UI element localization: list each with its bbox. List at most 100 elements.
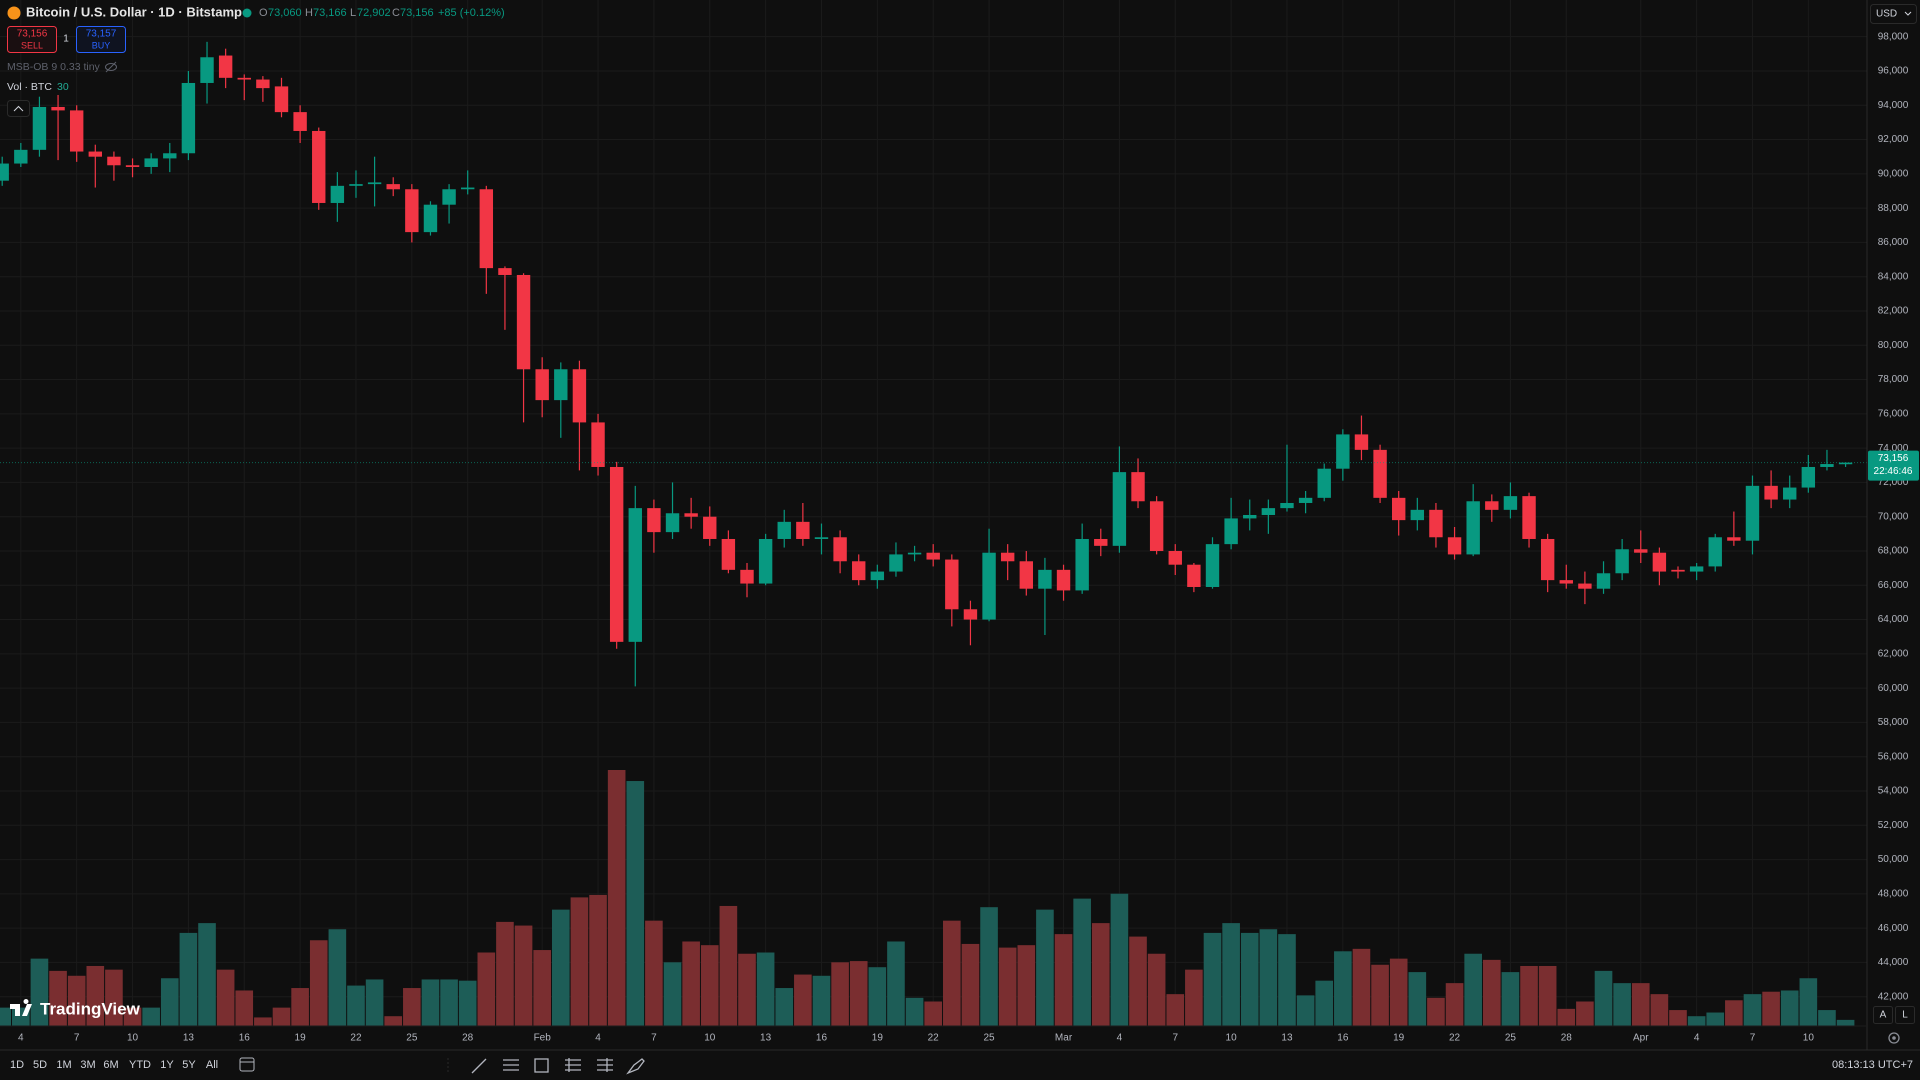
x-tick-label: 7 [1750, 1033, 1756, 1044]
rectangle-tool[interactable] [534, 1058, 549, 1073]
y-tick-label: 80,000 [1878, 340, 1909, 351]
range-button[interactable]: 3M [80, 1059, 95, 1071]
collapse-button[interactable] [7, 100, 30, 117]
x-tick-label: 19 [1393, 1033, 1405, 1044]
indicator-value: 30 [57, 81, 69, 93]
candle-body [1392, 497, 1406, 521]
volume-bar [365, 979, 384, 1026]
candle-body [1559, 580, 1573, 584]
x-tick-label: Mar [1055, 1033, 1073, 1044]
volume-bar [533, 950, 551, 1026]
volume-bar [626, 781, 645, 1026]
range-button[interactable]: 1Y [160, 1059, 174, 1071]
ohlc-value: 72,902 [357, 7, 391, 19]
volume-bar [1147, 953, 1166, 1026]
candle-body [1671, 569, 1685, 572]
candle-body [1634, 549, 1648, 553]
y-tick-label: 58,000 [1878, 717, 1909, 728]
gear-center [1892, 1036, 1896, 1040]
visibility-toggle[interactable] [105, 61, 117, 73]
range-button[interactable]: 5Y [182, 1059, 196, 1071]
button-box [1873, 1006, 1893, 1024]
candle-body [1485, 501, 1499, 510]
candle-body [1745, 485, 1760, 541]
volume-bar [1017, 945, 1036, 1026]
x-tick-label: 4 [1694, 1033, 1700, 1044]
volume-bar [905, 997, 924, 1026]
date-range-button[interactable] [239, 1057, 255, 1072]
candle-body [926, 552, 940, 560]
x-tick-label: 4 [18, 1033, 24, 1044]
candle-body [814, 537, 829, 539]
candle-body [740, 569, 754, 584]
x-tick-label: 13 [760, 1033, 772, 1044]
x-tick-label: 4 [595, 1033, 601, 1044]
auto-scale-button[interactable]: A [1873, 1006, 1893, 1024]
sell-button[interactable]: 73,156 SELL [7, 26, 57, 53]
x-tick-label: Feb [534, 1033, 552, 1044]
channel-tool[interactable] [565, 1058, 581, 1072]
fib-tool[interactable] [503, 1059, 519, 1071]
candle-body [1373, 449, 1387, 498]
brush-tool[interactable] [626, 1058, 645, 1075]
volume-bar [1352, 948, 1371, 1026]
candle-body [870, 571, 885, 581]
candle-body [330, 185, 345, 203]
volume-bar [775, 988, 794, 1026]
volume-bar [1576, 1001, 1594, 1026]
volume-bar [551, 909, 570, 1026]
candle-body [1354, 434, 1369, 450]
currency-button[interactable]: USD [1870, 4, 1917, 24]
candle-body [907, 552, 922, 555]
volume-bar [1594, 970, 1613, 1026]
volume-bar [1036, 909, 1054, 1026]
candle-body [1820, 464, 1834, 467]
range-button[interactable]: 1M [56, 1059, 71, 1071]
candle-body [1205, 544, 1220, 587]
candle-body [852, 561, 866, 581]
drawing-tools [471, 1058, 645, 1075]
volume-bar [1296, 995, 1315, 1026]
candle-body [442, 189, 456, 205]
collapse-icon [13, 105, 24, 112]
buy-price: 73,157 [86, 29, 117, 40]
ohlc-label: H [305, 7, 313, 19]
volume-bar [1259, 929, 1278, 1026]
candle-body [349, 184, 363, 186]
y-tick-label: 92,000 [1878, 134, 1909, 145]
range-button[interactable]: All [206, 1059, 218, 1071]
candle-body [107, 156, 121, 166]
trend-line-tool[interactable] [471, 1058, 487, 1074]
candle-body [423, 204, 438, 233]
position-tool[interactable] [597, 1058, 613, 1072]
volume-bar [86, 965, 105, 1026]
candle-body [1280, 502, 1294, 509]
volume-bar [216, 969, 235, 1026]
y-tick-label: 60,000 [1878, 683, 1909, 694]
range-button[interactable]: 5D [33, 1059, 47, 1071]
volume-bar [160, 978, 179, 1026]
x-tick-label: 22 [928, 1033, 940, 1044]
x-tick-label: 7 [74, 1033, 80, 1044]
volume-bar [1445, 983, 1464, 1026]
range-button[interactable]: 1D [10, 1059, 24, 1071]
candle-body [1298, 497, 1313, 503]
candle-body [1019, 561, 1033, 589]
range-button[interactable]: 6M [103, 1059, 118, 1071]
x-tick-label: 22 [350, 1033, 362, 1044]
log-scale-button[interactable]: L [1895, 1006, 1915, 1024]
volume-bar [924, 1001, 943, 1026]
buy-button[interactable]: 73,157 BUY [76, 26, 126, 53]
volume-bar [254, 1017, 272, 1026]
x-tick-label: 4 [1117, 1033, 1123, 1044]
range-button[interactable]: YTD [129, 1059, 151, 1071]
volume-bar [1427, 997, 1445, 1026]
candle-body [796, 521, 810, 539]
volume-bar [328, 929, 347, 1026]
volume-bar [570, 897, 589, 1026]
volume-bar [1743, 994, 1762, 1026]
volume-bar [403, 988, 421, 1026]
candle-body [516, 274, 531, 370]
settings-button[interactable] [1888, 1032, 1900, 1044]
